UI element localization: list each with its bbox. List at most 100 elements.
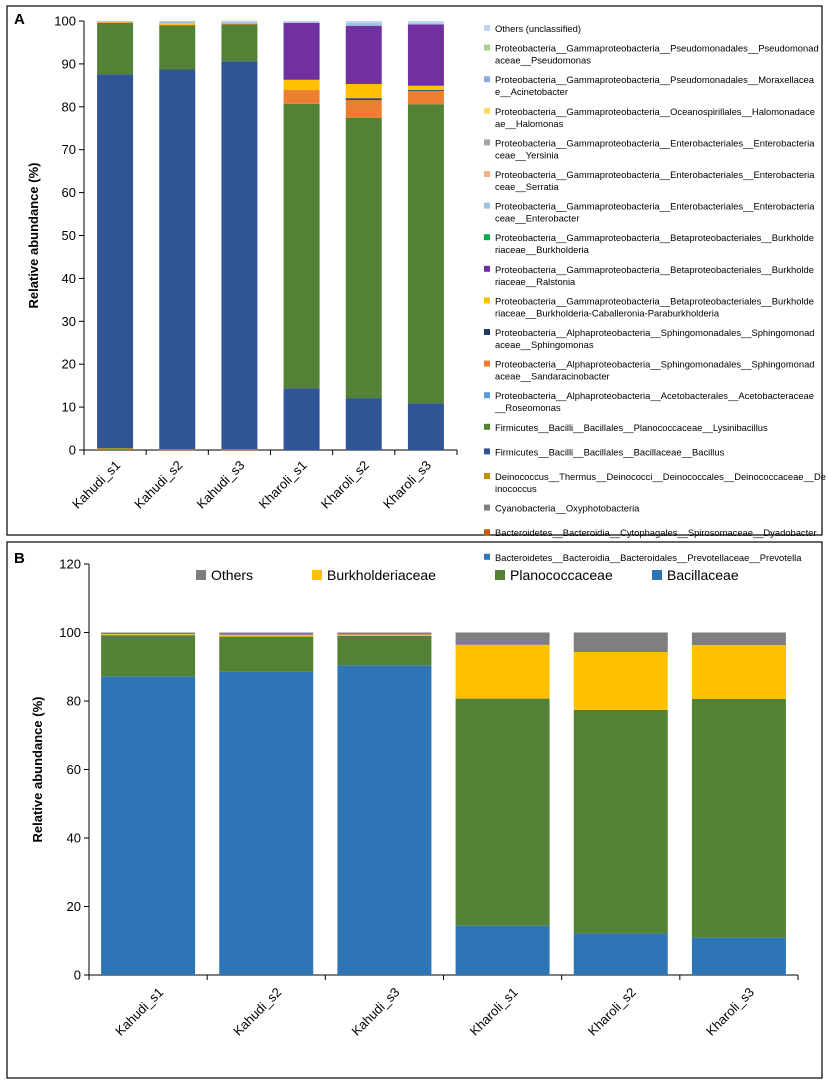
a-bar-segment bbox=[221, 24, 257, 61]
y-tick-label: 20 bbox=[67, 899, 81, 914]
legend-a-label: riaceae__Burkholderia bbox=[495, 244, 590, 255]
legend-b-label: Burkholderiaceae bbox=[327, 567, 436, 583]
b-bar-segment bbox=[456, 699, 550, 926]
legend-a-label: e__Acinetobacter bbox=[495, 86, 568, 97]
legend-a-label: Proteobacteria__Gammaproteobacteria__Ent… bbox=[495, 169, 815, 180]
legend-b-item: Planococcaceae bbox=[495, 567, 613, 583]
y-tick-label: 40 bbox=[67, 831, 81, 846]
y-tick-label: 0 bbox=[69, 443, 76, 458]
y-tick-label: 40 bbox=[62, 271, 76, 286]
legend-a-item: Cyanobacteria__Oxyphotobacteria bbox=[484, 503, 640, 514]
legend-a-swatch bbox=[484, 473, 490, 479]
legend-a-label: Proteobacteria__Gammaproteobacteria__Bet… bbox=[495, 232, 814, 243]
y-tick-label: 90 bbox=[62, 56, 76, 71]
legend-a-item: Proteobacteria__Gammaproteobacteria__Pse… bbox=[484, 43, 819, 66]
y-tick-label: 80 bbox=[62, 99, 76, 114]
a-bar-segment bbox=[346, 84, 382, 98]
legend-a-label: Bacteroidetes__Bacteroidia__Cytophagales… bbox=[495, 527, 817, 538]
x-tick-label: Kharoli_s3 bbox=[380, 458, 434, 512]
legend-a-label: aceae__Sandaracinobacter bbox=[495, 371, 610, 382]
a-bar-segment bbox=[97, 449, 133, 450]
legend-a-item: Proteobacteria__Gammaproteobacteria__Bet… bbox=[484, 232, 814, 255]
b-bar-segment bbox=[219, 672, 313, 975]
a-bar-segment bbox=[97, 74, 133, 448]
legend-a-label: Others (unclassified) bbox=[495, 23, 581, 34]
legend-a-item: Proteobacteria__Alphaproteobacteria__Sph… bbox=[484, 327, 815, 350]
panel-a-letter: A bbox=[14, 11, 25, 28]
b-bar-segment bbox=[219, 633, 313, 635]
legend-a-item: Proteobacteria__Gammaproteobacteria__Oce… bbox=[484, 106, 815, 129]
legend-b-label: Planococcaceae bbox=[510, 567, 613, 583]
a-bar-segment bbox=[221, 22, 257, 23]
a-bar-segment bbox=[97, 22, 133, 23]
y-tick-label: 60 bbox=[62, 185, 76, 200]
b-bar-segment bbox=[337, 636, 431, 665]
a-bar-segment bbox=[284, 21, 320, 23]
legend-a-swatch bbox=[484, 448, 490, 454]
a-bar-segment bbox=[408, 91, 444, 104]
legend-a-item: Proteobacteria__Gammaproteobacteria__Pse… bbox=[484, 74, 815, 97]
a-bar-segment bbox=[408, 24, 444, 85]
legend-a-label: riaceae__Ralstonia bbox=[495, 276, 576, 287]
b-bar-segment bbox=[219, 637, 313, 672]
a-bar-segment bbox=[97, 448, 133, 449]
legend-b-item: Bacillaceae bbox=[652, 567, 739, 583]
legend-a-swatch bbox=[484, 45, 490, 51]
b-bar-segment bbox=[456, 645, 550, 699]
b-bar-segment bbox=[692, 645, 786, 699]
x-tick-label: Kahudi_s2 bbox=[230, 985, 284, 1039]
legend-a-label: Proteobacteria__Gammaproteobacteria__Pse… bbox=[495, 74, 815, 85]
legend-a-label: Deinococcus__Thermus__Deinococci__Deinoc… bbox=[495, 471, 826, 482]
a-bar-segment bbox=[159, 21, 195, 22]
legend-a-item: Proteobacteria__Gammaproteobacteria__Ent… bbox=[484, 137, 815, 160]
x-tick-label: Kahudi_s2 bbox=[131, 458, 185, 512]
legend-a-item: Bacteroidetes__Bacteroidia__Cytophagales… bbox=[484, 527, 817, 538]
y-tick-label: 50 bbox=[62, 228, 76, 243]
a-bar-segment bbox=[159, 25, 195, 26]
a-bar-segment bbox=[346, 118, 382, 398]
legend-b-swatch bbox=[495, 570, 505, 580]
legend-a-label: Proteobacteria__Gammaproteobacteria__Ent… bbox=[495, 137, 815, 148]
a-bar-segment bbox=[159, 69, 195, 449]
y-tick-label: 100 bbox=[59, 625, 81, 640]
legend-a-swatch bbox=[484, 392, 490, 398]
legend-b-swatch bbox=[196, 570, 206, 580]
legend-a-item: Bacteroidetes__Bacteroidia__Bacteroidale… bbox=[484, 552, 802, 563]
x-tick-label: Kharoli_s2 bbox=[585, 985, 639, 1039]
a-bar-segment bbox=[346, 100, 382, 118]
b-bar-segment bbox=[692, 699, 786, 938]
b-bar-segment bbox=[574, 710, 668, 934]
a-bar-segment bbox=[159, 25, 195, 69]
legend-a-swatch bbox=[484, 424, 490, 430]
a-bar-segment bbox=[221, 23, 257, 24]
x-tick-label: Kharoli_s2 bbox=[318, 458, 372, 512]
legend-a-item: Others (unclassified) bbox=[484, 23, 581, 34]
x-tick-label: Kharoli_s1 bbox=[256, 458, 310, 512]
legend-a-item: Firmicutes__Bacilli__Bacillales__Bacilla… bbox=[484, 446, 725, 457]
legend-a-item: Firmicutes__Bacilli__Bacillales__Planoco… bbox=[484, 422, 768, 433]
legend-a-swatch bbox=[484, 139, 490, 145]
y-tick-label: 60 bbox=[67, 762, 81, 777]
a-bar-segment bbox=[159, 22, 195, 23]
legend-a-label: Firmicutes__Bacilli__Bacillales__Planoco… bbox=[495, 422, 768, 433]
x-tick-label: Kharoli_s1 bbox=[467, 985, 521, 1039]
legend-a-swatch bbox=[484, 329, 490, 335]
y-tick-label: 70 bbox=[62, 142, 76, 157]
b-bar-segment bbox=[692, 938, 786, 975]
legend-b-label: Bacillaceae bbox=[667, 567, 739, 583]
y-axis-title: Relative abundance (%) bbox=[26, 163, 41, 309]
b-bar-segment bbox=[574, 652, 668, 710]
a-bar-segment bbox=[408, 23, 444, 24]
legend-b-label: Others bbox=[211, 567, 253, 583]
a-bar-segment bbox=[346, 98, 382, 100]
legend-a-item: Proteobacteria__Gammaproteobacteria__Bet… bbox=[484, 264, 814, 287]
b-bar-segment bbox=[337, 665, 431, 975]
legend-a-label: Proteobacteria__Gammaproteobacteria__Oce… bbox=[495, 106, 815, 117]
legend-a-label: Firmicutes__Bacilli__Bacillales__Bacilla… bbox=[495, 446, 725, 457]
a-bar-segment bbox=[346, 26, 382, 84]
y-tick-label: 120 bbox=[59, 557, 81, 572]
y-tick-label: 100 bbox=[54, 14, 76, 29]
legend-a-swatch bbox=[484, 297, 490, 303]
panel-b-chart: 0 20 40 60 80 100 120 Relative abundance (%) Kah… bbox=[30, 557, 798, 1039]
a-bar-segment bbox=[221, 24, 257, 25]
